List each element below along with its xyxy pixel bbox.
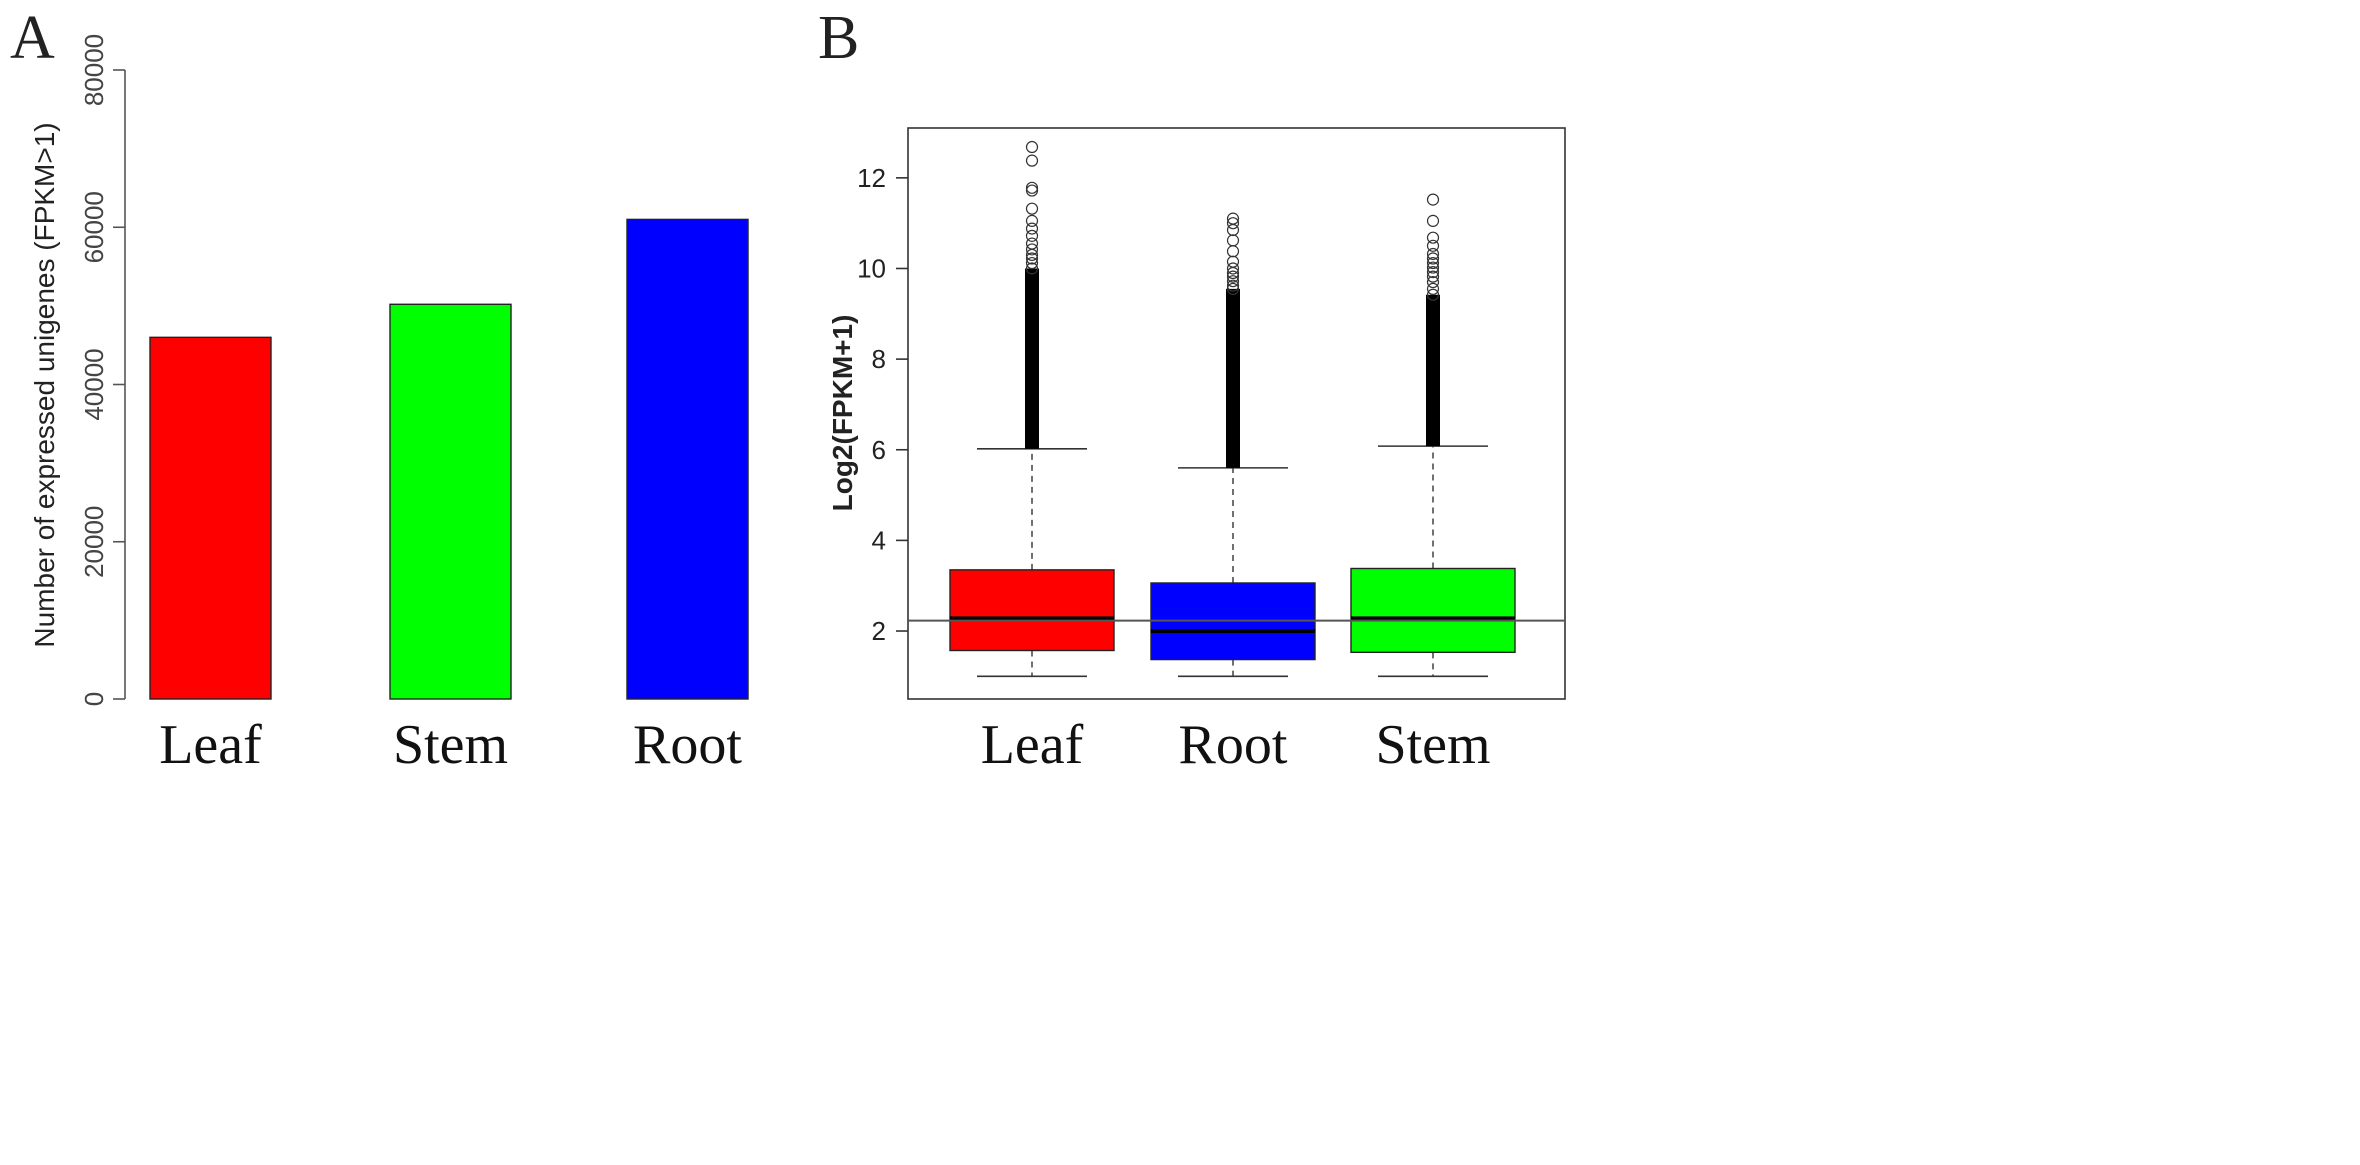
panel-b-y-tick-label: 4	[872, 525, 886, 555]
outlier-point-leaf	[1025, 214, 1039, 228]
panel-b-y-tick-label: 12	[857, 163, 886, 193]
panel-b-boxes	[949, 140, 1516, 678]
outlier-point-stem	[1426, 239, 1440, 252]
outlier-point-root	[1226, 266, 1240, 280]
panel-b-y-tick-label: 6	[872, 435, 886, 465]
panel-a-categories: Leaf Stem Root	[159, 714, 742, 776]
outlier-point-stem	[1426, 193, 1440, 206]
panel-b-y-tick-label: 8	[872, 344, 886, 374]
outlier-point-stem	[1426, 252, 1440, 265]
outlier-point-stem	[1426, 270, 1440, 283]
outlier-point-root	[1226, 270, 1240, 283]
outlier-point-leaf	[1025, 252, 1039, 265]
outlier-point-stem	[1426, 266, 1440, 279]
outlier-point-leaf	[1025, 222, 1039, 235]
outlier-point-leaf	[1025, 181, 1039, 194]
outlier-point-leaf	[1025, 154, 1039, 167]
outlier-point-root	[1226, 245, 1240, 258]
panel-b-y-tick-label: 2	[872, 616, 886, 646]
panel-a-letter: A	[10, 4, 55, 72]
outlier-point-root	[1226, 282, 1240, 295]
outlier-point-stem	[1426, 247, 1440, 261]
outlier-band-stem	[1426, 294, 1440, 447]
outlier-point-leaf	[1025, 243, 1039, 256]
bar-stem	[389, 303, 512, 700]
box-leaf	[949, 569, 1115, 652]
panel-b-categories: Leaf Root Stem	[981, 714, 1491, 776]
bar-root	[626, 218, 749, 700]
outlier-point-stem	[1426, 214, 1440, 228]
category-label-stem: Stem	[393, 714, 508, 776]
category-label-root: Root	[633, 714, 742, 776]
outlier-point-stem	[1426, 288, 1440, 301]
outlier-point-leaf	[1025, 140, 1039, 154]
outlier-point-leaf	[1025, 229, 1039, 242]
outlier-point-leaf	[1025, 248, 1039, 261]
panel-a-y-tick-label: 20000	[79, 506, 109, 578]
panel-b-plot-frame	[907, 127, 1566, 700]
panel-b-letter: B	[818, 4, 859, 72]
panel-b-y-label: Log2(FPKM+1)	[827, 315, 858, 512]
outlier-point-root	[1226, 279, 1240, 292]
category-label-root: Root	[1179, 714, 1288, 776]
category-label-leaf: Leaf	[159, 714, 262, 776]
outlier-point-stem	[1426, 256, 1440, 270]
panel-a-y-tick-label: 0	[79, 692, 109, 706]
outlier-point-leaf	[1025, 184, 1039, 197]
panel-a-y-tick-label: 60000	[79, 191, 109, 263]
panel-a-bars	[149, 218, 749, 700]
outlier-point-root	[1226, 223, 1240, 237]
panel-a-y-label: Number of expressed unigenes (FPKM>1)	[29, 122, 60, 647]
outlier-point-stem	[1426, 231, 1440, 244]
panel-b-y-tick-label: 10	[857, 253, 886, 283]
outlier-point-stem	[1426, 282, 1440, 295]
outlier-band-leaf	[1025, 268, 1039, 449]
outlier-point-root	[1226, 275, 1240, 288]
bar-leaf	[149, 336, 272, 700]
outlier-band-root	[1226, 288, 1240, 468]
outlier-point-stem	[1426, 261, 1440, 274]
panel-a-y-tick-label: 80000	[79, 34, 109, 106]
category-label-stem: Stem	[1375, 714, 1490, 776]
panel-b-y-axis: 2 4 6 8 10 12	[857, 163, 908, 646]
panel-a-y-axis: 0 20000 40000 60000 80000	[79, 34, 126, 706]
outlier-point-leaf	[1025, 262, 1039, 275]
outlier-point-stem	[1426, 275, 1440, 289]
outlier-point-leaf	[1025, 256, 1039, 270]
outlier-point-root	[1226, 234, 1240, 247]
outlier-point-root	[1226, 262, 1240, 275]
box-stem	[1350, 567, 1516, 654]
outlier-point-root	[1226, 217, 1240, 230]
outlier-point-leaf	[1025, 202, 1039, 215]
category-label-leaf: Leaf	[981, 714, 1084, 776]
panel-a-y-tick-label: 40000	[79, 348, 109, 420]
panel-a: A 0 20000 40000 60000 80000 Leaf Stem Root Num…	[10, 4, 749, 776]
outlier-point-root	[1226, 255, 1240, 268]
panel-b: B 2 4 6 8 10 12 Leaf Root Stem Log2(FPKM+1)	[818, 4, 1566, 776]
